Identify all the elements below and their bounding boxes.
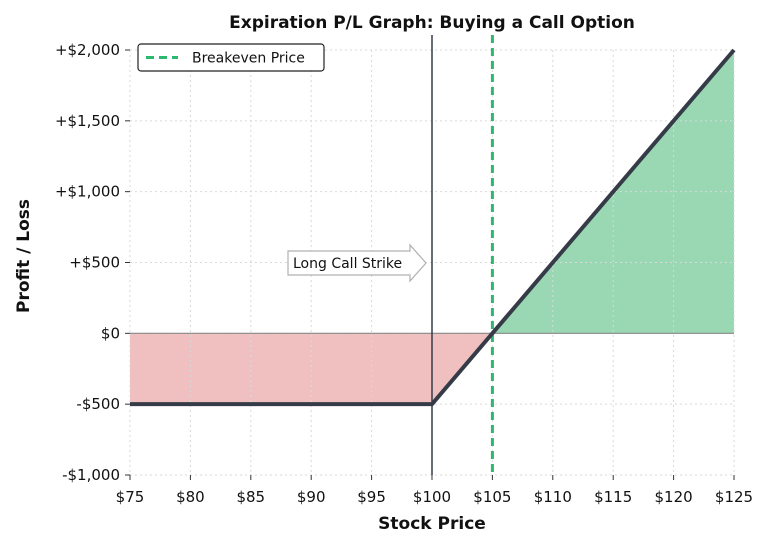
y-tick-label: +$2,000 <box>55 41 120 59</box>
x-tick-label: $125 <box>715 488 753 506</box>
x-tick-label: $90 <box>297 488 326 506</box>
legend-breakeven-label: Breakeven Price <box>192 51 305 67</box>
y-tick-label: +$1,000 <box>55 183 120 201</box>
x-tick-label: $75 <box>116 488 145 506</box>
y-tick-label: -$500 <box>76 395 120 413</box>
y-tick-label: -$1,000 <box>62 466 120 484</box>
y-axis-title: Profit / Loss <box>14 199 34 313</box>
x-tick-label: $100 <box>413 488 451 506</box>
chart-title: Expiration P/L Graph: Buying a Call Opti… <box>229 13 635 33</box>
x-tick-label: $105 <box>473 488 511 506</box>
y-tick-label: +$1,500 <box>55 112 120 130</box>
line-layer <box>130 35 736 475</box>
loss-region <box>130 333 493 405</box>
y-tick-label: $0 <box>101 324 120 342</box>
x-axis-title: Stock Price <box>378 514 486 534</box>
legend-box <box>137 43 325 72</box>
y-tick-label: +$500 <box>69 254 120 272</box>
annotation-arrow-box <box>287 243 427 283</box>
tick-layer: $75 $80 $85 $90 $95 $100 $105 $110 $115 $120 $125 -… <box>55 41 753 506</box>
x-tick-label: $85 <box>236 488 265 506</box>
x-tick-label: $80 <box>176 488 205 506</box>
x-tick-label: $120 <box>655 488 693 506</box>
x-tick-label: $110 <box>534 488 572 506</box>
x-tick-label: $95 <box>357 488 386 506</box>
strike-annotation: Long Call Strike <box>287 243 427 283</box>
legend: Breakeven Price <box>137 43 325 72</box>
annotation-label: Long Call Strike <box>293 256 402 272</box>
x-tick-label: $115 <box>594 488 632 506</box>
payoff-line <box>130 48 736 407</box>
